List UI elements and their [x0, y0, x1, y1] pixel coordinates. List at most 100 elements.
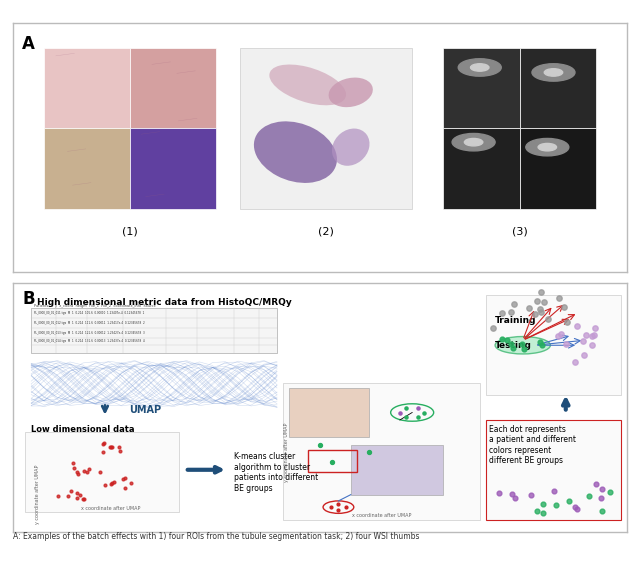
Point: [519, 345, 529, 354]
Bar: [520, 128, 596, 209]
Point: [535, 305, 545, 314]
Point: [553, 332, 563, 341]
Point: [333, 505, 344, 514]
Text: x coordinate after UMAP: x coordinate after UMAP: [352, 513, 411, 518]
Bar: [283, 383, 480, 520]
Point: [559, 302, 569, 311]
Circle shape: [544, 68, 563, 76]
Ellipse shape: [332, 128, 369, 166]
Point: [65, 487, 76, 496]
Point: [497, 308, 507, 318]
Point: [72, 494, 83, 503]
Point: [118, 475, 129, 484]
Point: [584, 492, 595, 501]
Point: [572, 505, 582, 514]
Point: [68, 464, 79, 473]
Point: [333, 500, 344, 509]
Bar: [443, 128, 520, 209]
Point: [591, 480, 601, 489]
Point: [590, 323, 600, 332]
Point: [68, 458, 79, 468]
Point: [99, 438, 109, 447]
Point: [524, 303, 534, 312]
Point: [79, 494, 89, 503]
Point: [100, 481, 111, 490]
Point: [536, 307, 546, 316]
Bar: [443, 48, 520, 128]
Bar: [44, 128, 129, 209]
Text: FL_0000_00_01_013.tga  M  1  0.214  121.6  0.00012  1.23427e-4  0.12345678  3: FL_0000_00_01_013.tga M 1 0.214 121.6 0.…: [35, 331, 145, 335]
Circle shape: [470, 64, 489, 71]
Bar: [31, 308, 277, 353]
Point: [596, 506, 607, 515]
Bar: [25, 432, 179, 512]
Point: [63, 492, 73, 501]
Circle shape: [532, 64, 575, 81]
Point: [75, 491, 85, 500]
Point: [516, 340, 527, 349]
Text: FL_0000_00_01_012.tga  M  1  0.214  111.6  0.00011  1.23417e-4  0.12345678  2: FL_0000_00_01_012.tga M 1 0.214 111.6 0.…: [35, 321, 145, 325]
Point: [326, 503, 336, 512]
Point: [562, 318, 572, 327]
Point: [488, 324, 498, 333]
Bar: [44, 48, 129, 128]
Point: [532, 507, 542, 516]
Point: [538, 508, 548, 517]
Point: [77, 495, 88, 504]
Text: x coordinate after UMAP: x coordinate after UMAP: [81, 506, 141, 511]
Point: [586, 332, 596, 341]
Point: [53, 491, 63, 500]
Bar: [289, 388, 369, 438]
Text: Testing: Testing: [495, 341, 532, 350]
Ellipse shape: [328, 78, 373, 107]
Point: [556, 329, 566, 338]
Text: A: A: [22, 35, 35, 53]
Point: [107, 443, 117, 452]
Text: Patients  x  y  z_coord  height  File_1  File_2  coordinate_info  Source: Patients x y z_coord height File_1 File_…: [35, 304, 156, 308]
Text: y coordinate after UMAP: y coordinate after UMAP: [35, 465, 40, 524]
Point: [578, 337, 588, 346]
Point: [340, 503, 351, 512]
Point: [114, 442, 124, 451]
Point: [506, 339, 516, 348]
Bar: [240, 48, 412, 209]
Point: [120, 483, 131, 492]
Point: [534, 338, 545, 347]
Point: [84, 465, 95, 474]
Circle shape: [526, 139, 569, 156]
Point: [605, 488, 615, 497]
Text: K-means cluster
algorithm to cluster
patients into different
BE groups: K-means cluster algorithm to cluster pat…: [234, 452, 318, 492]
Point: [419, 408, 429, 417]
Text: Each dot represents
a patient and different
colors represent
different BE groups: Each dot represents a patient and differ…: [489, 425, 576, 465]
Point: [509, 299, 520, 308]
Point: [589, 330, 599, 339]
Point: [364, 448, 374, 457]
Point: [315, 440, 325, 449]
Point: [596, 494, 606, 503]
Point: [120, 474, 131, 483]
Point: [536, 288, 546, 297]
Text: Training: Training: [495, 316, 536, 325]
Point: [82, 468, 92, 477]
Point: [525, 490, 536, 499]
Point: [508, 344, 518, 353]
Point: [497, 335, 507, 344]
Ellipse shape: [495, 337, 550, 354]
Point: [530, 310, 540, 319]
Point: [413, 412, 424, 421]
Point: [538, 500, 548, 509]
Point: [401, 404, 411, 413]
Point: [395, 408, 405, 417]
Point: [107, 479, 117, 488]
Text: A: Examples of the batch effects with 1) four ROIs from the tubule segmentation : A: Examples of the batch effects with 1)…: [13, 532, 419, 541]
Point: [572, 321, 582, 331]
Bar: [308, 450, 357, 472]
Point: [554, 294, 564, 303]
Point: [106, 479, 116, 488]
Point: [570, 502, 580, 511]
Circle shape: [538, 143, 557, 151]
Point: [549, 487, 559, 496]
Point: [551, 501, 561, 510]
Bar: [486, 420, 621, 520]
Point: [510, 494, 520, 503]
